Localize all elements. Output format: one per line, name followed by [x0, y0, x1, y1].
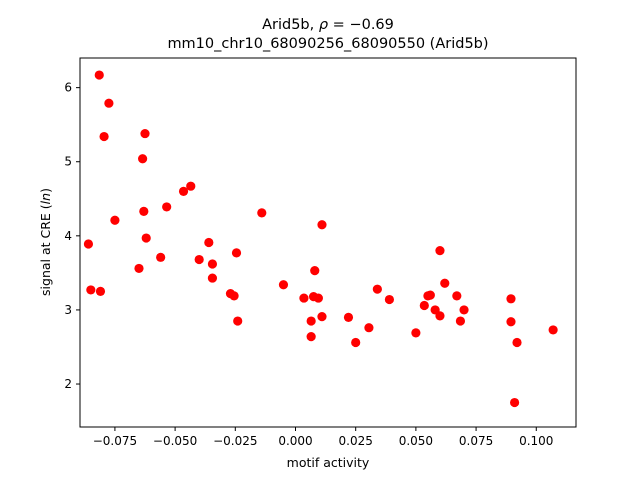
data-point — [317, 220, 327, 230]
data-point — [306, 332, 316, 342]
data-point — [459, 305, 469, 315]
plot-frame — [79, 57, 577, 428]
data-point — [299, 293, 309, 303]
data-point — [364, 323, 374, 333]
y-tick-label: 4 — [64, 229, 72, 243]
data-point — [162, 202, 172, 212]
data-point — [229, 291, 239, 301]
data-point — [156, 252, 166, 262]
x-tick-label: −0.025 — [213, 434, 257, 448]
data-point — [257, 208, 267, 218]
data-point — [140, 128, 150, 139]
data-point — [207, 259, 218, 269]
data-point — [455, 316, 466, 326]
data-point — [99, 131, 109, 142]
data-point — [435, 311, 445, 321]
data-point — [233, 316, 243, 326]
x-tick-label: 0.075 — [459, 434, 493, 448]
data-point — [372, 284, 382, 294]
chart-title-line2: mm10_chr10_68090256_68090550 (Arid5b) — [167, 36, 488, 52]
data-point — [86, 285, 96, 295]
data-point — [440, 278, 450, 288]
y-tick-label: 6 — [64, 81, 72, 95]
data-point — [134, 263, 144, 274]
data-point — [207, 273, 218, 283]
y-axis-label: signal at CRE (ln) — [38, 188, 53, 296]
data-point — [509, 397, 520, 408]
chart-title-line1: Arid5b, ρ = −0.69 — [262, 17, 394, 33]
data-point — [435, 246, 445, 256]
data-point — [110, 215, 120, 225]
data-point — [310, 266, 320, 276]
x-axis-ticks: −0.075 −0.050 −0.025 0.000 0.025 0.050 0.075 0.… — [93, 427, 553, 448]
x-tick-label: −0.075 — [93, 434, 137, 448]
data-point — [548, 325, 558, 335]
data-point — [104, 98, 114, 108]
data-point — [506, 317, 516, 327]
data-point — [141, 233, 151, 243]
data-point — [95, 286, 106, 296]
data-point — [452, 291, 462, 301]
data-point — [419, 300, 429, 311]
x-tick-label: 0.050 — [399, 434, 433, 448]
x-tick-label: 0.025 — [339, 434, 373, 448]
data-point — [343, 312, 354, 322]
data-point — [313, 293, 323, 303]
data-point — [506, 294, 516, 304]
points-layer — [83, 70, 558, 408]
data-point — [94, 70, 104, 80]
data-point — [138, 154, 148, 164]
data-point — [317, 312, 327, 322]
data-point — [231, 248, 242, 258]
x-tick-label: 0.000 — [278, 434, 312, 448]
data-point — [194, 254, 204, 265]
y-tick-label: 5 — [64, 155, 72, 169]
data-point — [351, 337, 361, 348]
y-tick-label: 3 — [64, 303, 72, 317]
data-point — [411, 328, 421, 338]
data-point — [178, 186, 189, 196]
y-axis-ticks: 2 3 4 5 6 — [64, 81, 80, 391]
data-point — [139, 206, 149, 216]
y-tick-label: 2 — [64, 377, 72, 391]
data-point — [306, 316, 316, 326]
data-point — [425, 290, 435, 300]
data-point — [204, 237, 214, 248]
data-point — [278, 280, 289, 290]
data-point — [512, 337, 522, 348]
x-axis-label: motif activity — [287, 455, 370, 470]
x-tick-label: −0.050 — [153, 434, 197, 448]
data-point — [384, 294, 394, 305]
x-tick-label: 0.100 — [519, 434, 553, 448]
data-point — [83, 239, 94, 249]
data-point — [186, 181, 196, 191]
